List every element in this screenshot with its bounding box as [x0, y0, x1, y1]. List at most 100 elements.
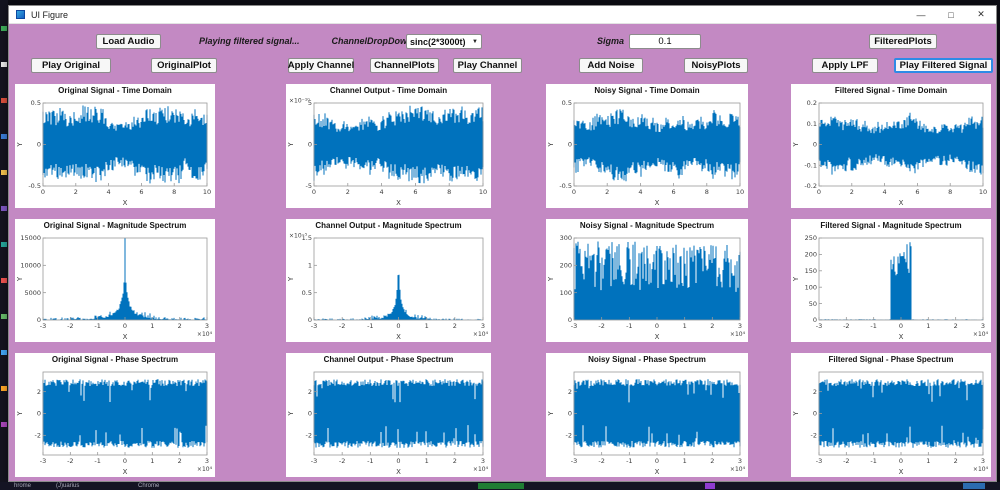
plot-original-phase: Original Signal - Phase Spectrum -3 -2 -1 0…: [15, 353, 215, 477]
svg-text:2: 2: [453, 457, 457, 465]
svg-text:Y: Y: [16, 276, 24, 282]
svg-text:-2: -2: [843, 322, 849, 330]
svg-text:6: 6: [139, 188, 143, 196]
svg-text:0: 0: [813, 141, 817, 149]
svg-text:3: 3: [738, 322, 742, 330]
svg-text:0: 0: [312, 188, 316, 196]
svg-text:X: X: [655, 199, 660, 207]
noisy-plots-button[interactable]: NoisyPlots: [684, 58, 748, 73]
svg-text:6: 6: [413, 188, 417, 196]
plot-noisy-phase: Noisy Signal - Phase Spectrum -3 -2 -1 0 1 2 3…: [546, 353, 748, 477]
chevron-down-icon: ▼: [472, 38, 478, 45]
svg-text:×10⁴: ×10⁴: [730, 466, 746, 473]
svg-text:0: 0: [308, 410, 312, 418]
minimize-icon[interactable]: —: [916, 9, 926, 20]
svg-text:0: 0: [568, 141, 572, 149]
svg-text:0: 0: [655, 322, 659, 330]
plot-title: Filtered Signal - Time Domain: [834, 86, 948, 95]
svg-text:-2: -2: [598, 322, 604, 330]
filtered-plots-button[interactable]: FilteredPlots: [869, 34, 937, 49]
plot-title: Original Signal - Magnitude Spectrum: [43, 221, 187, 230]
svg-text:5000: 5000: [24, 289, 41, 297]
plot-filtered-time: Filtered Signal - Time Domain 0 2 4 6 8 10 -0.…: [791, 84, 991, 208]
svg-text:-2: -2: [35, 432, 41, 440]
svg-text:2: 2: [568, 388, 572, 396]
svg-text:X: X: [899, 199, 904, 207]
svg-text:0: 0: [37, 141, 41, 149]
svg-text:15000: 15000: [20, 234, 41, 242]
plot-title: Channel Output - Phase Spectrum: [323, 355, 454, 364]
channel-dropdown-value: sinc(2*3000t): [410, 36, 466, 47]
plot-axes: -3 -2 -1 0 1 2 3 -2 0 2 X Y ×10⁴: [287, 366, 490, 476]
svg-text:5: 5: [308, 99, 312, 107]
ui-figure-window: UI Figure — □ ✕ Load Audio Playing filte…: [8, 5, 997, 482]
desktop-icon[interactable]: [1, 350, 7, 355]
svg-text:0: 0: [308, 141, 312, 149]
svg-text:200: 200: [560, 262, 572, 270]
svg-text:0: 0: [37, 316, 41, 324]
svg-text:8: 8: [948, 188, 952, 196]
svg-text:2: 2: [37, 388, 41, 396]
svg-text:0.5: 0.5: [302, 289, 312, 297]
desktop-icon[interactable]: [1, 422, 7, 427]
svg-text:X: X: [899, 333, 904, 341]
sigma-input[interactable]: [629, 34, 701, 49]
maximize-icon[interactable]: □: [948, 9, 954, 20]
desktop-icon[interactable]: [1, 170, 7, 175]
desktop-icon[interactable]: [1, 206, 7, 211]
svg-text:-1: -1: [94, 322, 100, 330]
taskbar-item[interactable]: hrome: [14, 483, 32, 489]
svg-text:4: 4: [638, 188, 642, 196]
svg-text:4: 4: [883, 188, 887, 196]
desktop-icon[interactable]: [1, 278, 7, 283]
taskbar-app-indicator[interactable]: [478, 483, 524, 489]
plot-axes: -3 -2 -1 0 1 2 3 -2 0 2 X Y ×10⁴: [16, 366, 214, 476]
svg-text:2: 2: [850, 188, 854, 196]
svg-text:2: 2: [178, 457, 182, 465]
svg-text:10: 10: [479, 188, 487, 196]
svg-text:0: 0: [817, 188, 821, 196]
desktop-icon[interactable]: [1, 62, 7, 67]
load-audio-button[interactable]: Load Audio: [96, 34, 161, 49]
svg-text:×10⁻¹⁰: ×10⁻¹⁰: [289, 98, 310, 105]
taskbar-item[interactable]: Chrome: [138, 483, 160, 489]
plot-axes: -3 -2 -1 0 1 2 3 0 100 200 300 X Y ×10⁴: [547, 232, 747, 341]
svg-text:3: 3: [981, 457, 985, 465]
titlebar[interactable]: UI Figure — □ ✕: [9, 6, 996, 24]
apply-lpf-button[interactable]: Apply LPF: [812, 58, 878, 73]
apply-channel-button[interactable]: Apply Channel: [287, 58, 355, 73]
plot-title: Noisy Signal - Magnitude Spectrum: [579, 221, 715, 230]
svg-text:X: X: [396, 468, 401, 476]
play-original-button[interactable]: Play Original: [31, 58, 111, 73]
close-icon[interactable]: ✕: [977, 9, 985, 19]
svg-text:-3: -3: [816, 457, 822, 465]
desktop-icon[interactable]: [1, 26, 7, 31]
desktop-icon[interactable]: [1, 386, 7, 391]
plot-axes: 0 2 4 6 8 10 -0.5 0 0.5 X Y: [16, 97, 214, 207]
windows-taskbar[interactable]: hrome (J)uarius Chrome: [0, 482, 1000, 490]
desktop-icon[interactable]: [1, 98, 7, 103]
desktop-icon[interactable]: [1, 314, 7, 319]
svg-text:-2: -2: [598, 457, 604, 465]
svg-text:10: 10: [203, 188, 211, 196]
desktop-icon[interactable]: [1, 242, 7, 247]
channel-plots-button[interactable]: ChannelPlots: [370, 58, 439, 73]
svg-text:1: 1: [150, 322, 154, 330]
svg-text:-3: -3: [816, 322, 822, 330]
desktop-icon[interactable]: [1, 134, 7, 139]
play-filtered-signal-button[interactable]: Play Filtered Signal: [894, 58, 993, 73]
taskbar-item[interactable]: (J)uarius: [56, 483, 80, 489]
original-plot-button[interactable]: OriginalPlot: [151, 58, 217, 73]
play-channel-button[interactable]: Play Channel: [453, 58, 522, 73]
taskbar-app-indicator[interactable]: [963, 483, 985, 489]
svg-text:1: 1: [683, 322, 687, 330]
svg-text:-3: -3: [571, 457, 577, 465]
svg-text:X: X: [123, 468, 128, 476]
svg-text:2: 2: [308, 388, 312, 396]
svg-text:X: X: [123, 333, 128, 341]
channel-dropdown[interactable]: sinc(2*3000t) ▼: [406, 34, 482, 49]
add-noise-button[interactable]: Add Noise: [579, 58, 643, 73]
svg-text:3: 3: [738, 457, 742, 465]
taskbar-app-indicator[interactable]: [705, 483, 715, 489]
svg-text:Y: Y: [287, 142, 295, 148]
